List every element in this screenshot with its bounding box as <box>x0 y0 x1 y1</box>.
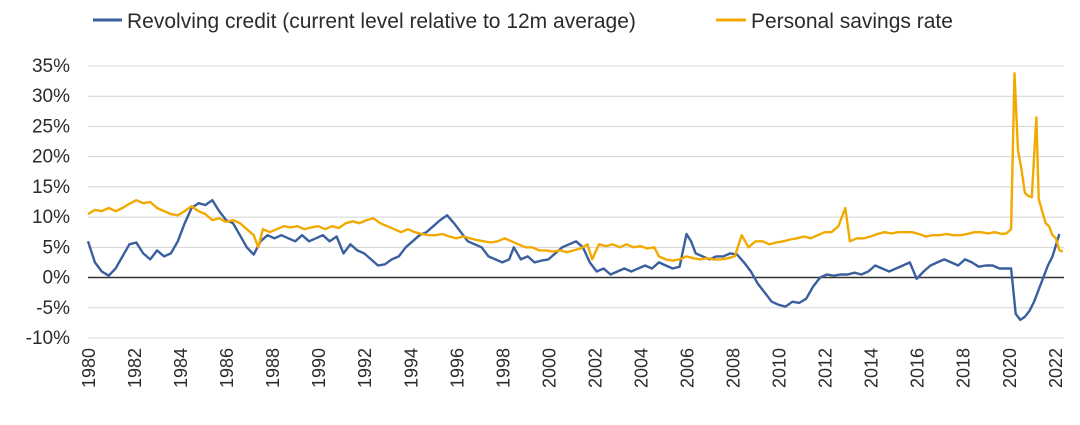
y-tick-label: 25% <box>32 116 70 137</box>
x-tick-label: 2012 <box>816 348 836 388</box>
x-tick-label: 2010 <box>770 348 790 388</box>
legend: Revolving credit (current level relative… <box>93 10 953 33</box>
series-line-personal-savings-rate <box>87 72 1064 262</box>
x-tick-label: 2000 <box>539 348 559 388</box>
x-tick-label: 1992 <box>355 348 375 388</box>
y-tick-label: 10% <box>32 207 70 228</box>
x-tick-label: 1984 <box>171 348 191 388</box>
series-line-revolving-credit <box>86 199 1061 322</box>
y-tick-label: -10% <box>26 328 70 349</box>
x-tick-label: 2008 <box>724 348 744 388</box>
x-tick-label: 1998 <box>493 348 513 388</box>
x-tick-label: 1994 <box>401 348 421 388</box>
y-tick-label: 35% <box>32 56 70 77</box>
y-axis-tick-labels: 35% 30% 25% 20% 15% 10% 5% 0% -5% -10% <box>26 56 70 349</box>
y-tick-label: 20% <box>32 147 70 168</box>
y-tick-label: 5% <box>43 237 71 258</box>
x-tick-label: 1996 <box>447 348 467 388</box>
x-tick-label: 2018 <box>954 348 974 388</box>
legend-label-revolving-credit: Revolving credit (current level relative… <box>127 10 636 33</box>
y-tick-label: 15% <box>32 177 70 198</box>
legend-label-personal-savings-rate: Personal savings rate <box>751 10 953 33</box>
x-tick-label: 2020 <box>1000 348 1020 388</box>
y-tick-label: 0% <box>43 268 71 289</box>
x-tick-label: 2016 <box>908 348 928 388</box>
x-tick-label: 2004 <box>631 348 651 388</box>
x-tick-label: 1980 <box>79 348 99 388</box>
x-tick-label: 1982 <box>125 348 145 388</box>
x-axis-tick-labels: 1980 1982 1984 1986 1988 1990 1992 1994 1996 1998… <box>79 348 1066 388</box>
x-tick-label: 2022 <box>1046 348 1066 388</box>
x-tick-label: 2002 <box>585 348 605 388</box>
x-tick-label: 2014 <box>862 348 882 388</box>
x-tick-label: 2006 <box>677 348 697 388</box>
gridlines <box>88 65 1064 339</box>
series-lines <box>86 72 1064 322</box>
y-tick-label: 30% <box>32 86 70 107</box>
x-tick-label: 1990 <box>309 348 329 388</box>
y-tick-label: -5% <box>36 298 70 319</box>
x-tick-label: 1988 <box>263 348 283 388</box>
x-tick-label: 1986 <box>217 348 237 388</box>
